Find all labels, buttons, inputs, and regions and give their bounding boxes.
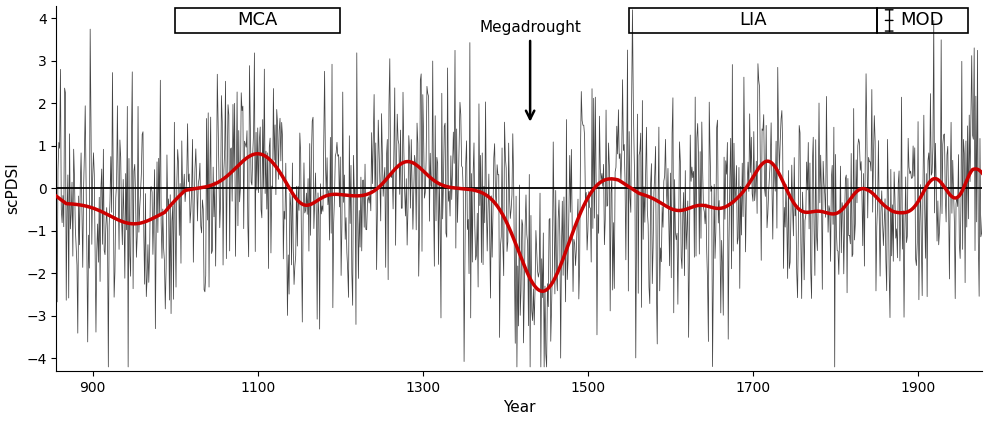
Bar [175, 8, 340, 33]
Text: Megadrought: Megadrought [479, 20, 581, 119]
Y-axis label: scPDSI: scPDSI [6, 163, 21, 214]
Bar [876, 8, 967, 33]
Text: LIA: LIA [739, 11, 767, 29]
Text: MCA: MCA [237, 11, 278, 29]
Text: MOD: MOD [900, 11, 944, 29]
Bar [629, 8, 876, 33]
X-axis label: Year: Year [503, 400, 535, 416]
